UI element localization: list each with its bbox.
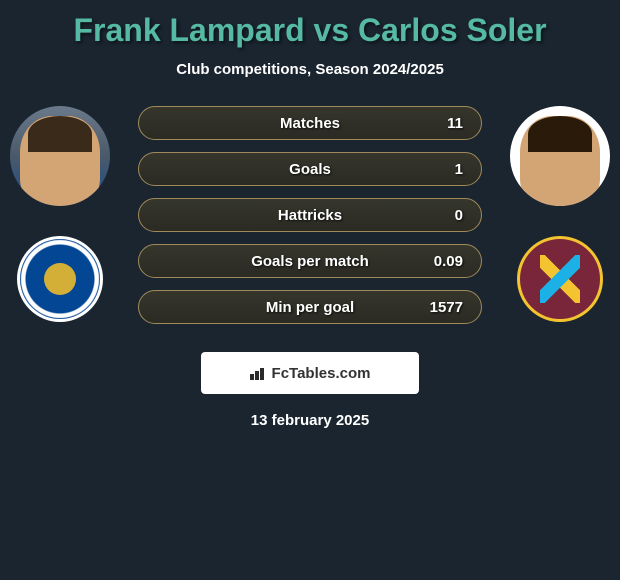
stat-right-value: 1 <box>433 161 463 178</box>
bars-icon <box>250 366 268 380</box>
club-right-badge <box>517 236 603 322</box>
stat-right-value: 1577 <box>430 299 463 316</box>
club-left-badge <box>17 236 103 322</box>
stat-label: Goals <box>289 161 331 178</box>
subtitle: Club competitions, Season 2024/2025 <box>0 61 620 78</box>
page-title: Frank Lampard vs Carlos Soler <box>0 12 620 49</box>
stat-right-value: 0.09 <box>433 253 463 270</box>
source-label: FcTables.com <box>272 365 371 382</box>
source-attribution: FcTables.com <box>201 352 419 394</box>
stat-row: Goals 1 <box>138 152 482 186</box>
stat-label: Matches <box>280 115 340 132</box>
face-icon <box>20 116 100 206</box>
player-right-avatar <box>510 106 610 206</box>
stat-label: Goals per match <box>251 253 369 270</box>
left-column <box>10 106 110 322</box>
date-label: 13 february 2025 <box>0 412 620 429</box>
stat-row: Hattricks 0 <box>138 198 482 232</box>
player-left-avatar <box>10 106 110 206</box>
right-column <box>510 106 610 322</box>
stat-label: Hattricks <box>278 207 342 224</box>
stat-right-value: 0 <box>433 207 463 224</box>
stat-row: Matches 11 <box>138 106 482 140</box>
face-icon <box>520 116 600 206</box>
stat-label: Min per goal <box>266 299 354 316</box>
stat-right-value: 11 <box>433 115 463 132</box>
stat-row: Min per goal 1577 <box>138 290 482 324</box>
stat-row: Goals per match 0.09 <box>138 244 482 278</box>
stats-column: Matches 11 Goals 1 Hattricks 0 Goals per… <box>110 106 510 324</box>
comparison-row: Matches 11 Goals 1 Hattricks 0 Goals per… <box>0 106 620 324</box>
